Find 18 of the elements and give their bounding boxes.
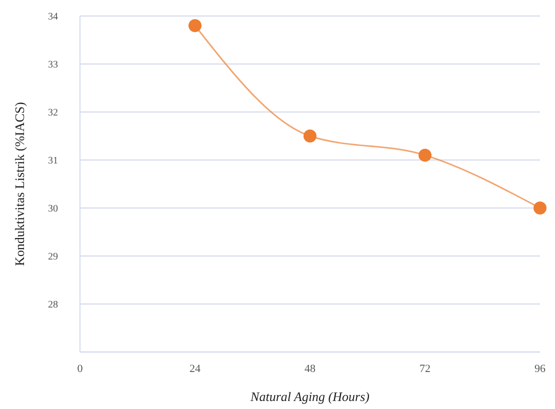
y-tick-label: 29 [48,252,58,262]
point [534,202,546,214]
y-tick-label: 30 [48,204,58,214]
y-tick-label: 31 [48,156,58,166]
y-tick-label: 33 [48,60,58,70]
y-axis-title: Konduktivitas Listrik (%IACS) [12,102,27,266]
x-tick-label: 24 [190,363,201,375]
x-tick-label: 48 [304,363,316,375]
y-tick-label: 32 [48,108,58,118]
x-tick-label: 0 [77,363,84,375]
point [304,130,316,142]
x-tick-label: 96 [534,363,546,375]
y-tick-label: 34 [48,12,58,22]
point [188,19,202,32]
x-tick-label: 72 [420,363,430,375]
point [418,148,432,162]
x-axis-title: Natural Aging (Hours) [250,389,370,404]
y-tick-label: 28 [48,300,58,310]
